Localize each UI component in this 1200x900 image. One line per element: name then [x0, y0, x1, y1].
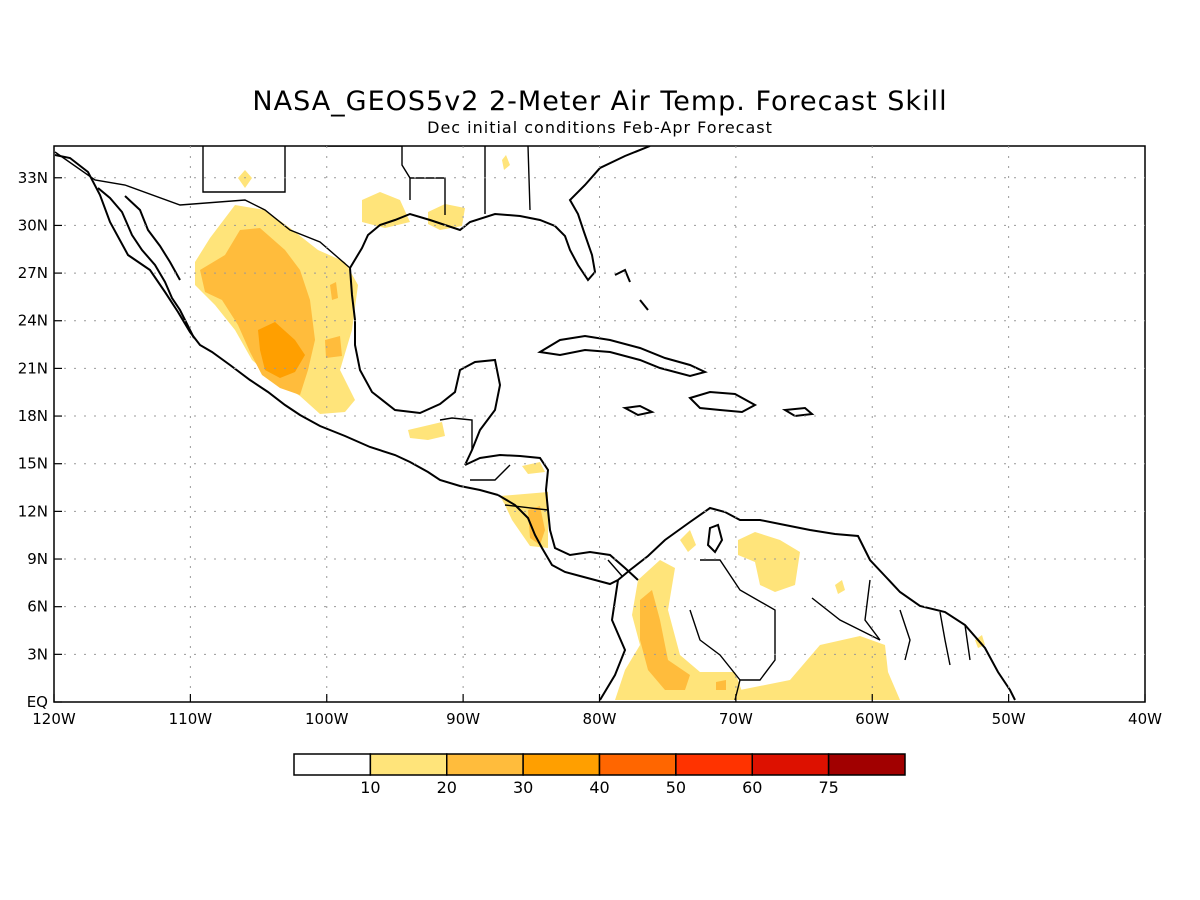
- skill-30-40-region: [258, 322, 305, 378]
- colorbar-swatch: [293, 753, 372, 776]
- colorbar-label: 20: [437, 778, 457, 797]
- lat-label: 15N: [18, 455, 48, 473]
- colorbar-swatch: [369, 753, 448, 776]
- lon-label: 50W: [992, 710, 1026, 728]
- colorbar-label: 30: [513, 778, 533, 797]
- lat-label: 30N: [18, 216, 48, 234]
- lon-label: 40W: [1128, 710, 1162, 728]
- colorbar-swatch: [675, 753, 753, 776]
- skill-10-20-region: [195, 155, 985, 700]
- colorbar-label: 50: [666, 778, 686, 797]
- lon-label: 120W: [32, 710, 76, 728]
- colorbar-swatch: [522, 753, 601, 776]
- lat-label: EQ: [27, 693, 48, 711]
- colorbar-swatch: [827, 753, 906, 776]
- latitude-labels: EQ 3N 6N 9N 12N 15N 18N 21N 24N 27N 30N 33N: [18, 169, 48, 711]
- skill-shading: [195, 155, 985, 700]
- coastlines: [54, 146, 1016, 701]
- colorbar: 10 20 30 40 50 60 75: [293, 753, 906, 797]
- colorbar-swatch: [598, 753, 677, 776]
- lat-label: 12N: [18, 502, 48, 520]
- lon-label: 80W: [583, 710, 617, 728]
- lat-label: 33N: [18, 169, 48, 187]
- political-borders: [54, 146, 971, 701]
- colorbar-swatch: [446, 753, 524, 776]
- lon-label: 60W: [855, 710, 889, 728]
- lat-label: 18N: [18, 407, 48, 425]
- colorbar-swatch: [751, 753, 830, 776]
- gridlines: [53, 146, 1146, 703]
- lat-label: 9N: [27, 550, 48, 568]
- lat-label: 21N: [18, 359, 48, 377]
- lat-label: 6N: [27, 598, 48, 616]
- lon-label: 70W: [719, 710, 753, 728]
- lat-label: 3N: [27, 645, 48, 663]
- colorbar-label: 10: [360, 778, 380, 797]
- colorbar-label: 60: [742, 778, 762, 797]
- longitude-labels: 120W 110W 100W 90W 80W 70W 60W 50W 40W: [32, 710, 1162, 728]
- map-subtitle: Dec initial conditions Feb-Apr Forecast: [427, 118, 773, 137]
- lon-label: 90W: [446, 710, 480, 728]
- lon-label: 100W: [305, 710, 349, 728]
- colorbar-label: 75: [818, 778, 838, 797]
- lon-label: 110W: [169, 710, 213, 728]
- lat-label: 24N: [18, 312, 48, 330]
- lat-label: 27N: [18, 264, 48, 282]
- colorbar-label: 40: [589, 778, 609, 797]
- map-title: NASA_GEOS5v2 2-Meter Air Temp. Forecast …: [252, 86, 948, 117]
